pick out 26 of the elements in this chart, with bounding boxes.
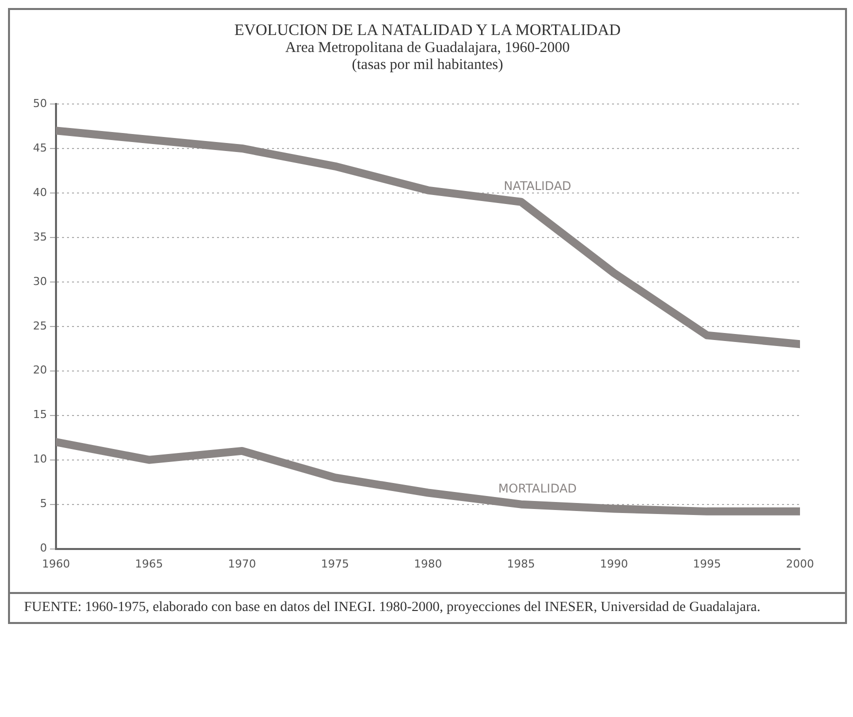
text: (tasas por mil habitantes) (350, 57, 504, 74)
x-tick-label: 1995 (693, 557, 721, 570)
y-tick-label: 35 (32, 230, 47, 244)
x-tick-label: 1980 (414, 557, 442, 570)
y-tick-label: 5 (40, 497, 47, 510)
chart-subtitle: Area Metropolitana de Guadalajara, 1960-2000 (284, 40, 571, 57)
y-tick-label: 25 (32, 319, 47, 332)
y-tick-label: 15 (32, 408, 47, 422)
x-tick-label: 1975 (321, 557, 349, 570)
y-tick-label: 50 (32, 96, 47, 110)
x-tick-label: 1990 (600, 557, 628, 570)
y-tick-label: 40 (32, 186, 47, 199)
x-tick-label: 1985 (507, 557, 535, 570)
series-label: MORTALIDAD (498, 481, 577, 496)
x-tick-label: 2000 (786, 557, 814, 570)
source-note: FUENTE: 1960-1975, elaborado con base en datos del INEGI. 1980-2000, proyecciones del INESER, Universidad de Guadalajara. (24, 600, 762, 616)
y-tick-label: 0 (40, 542, 47, 555)
x-tick-label: 1970 (228, 557, 256, 570)
x-tick-label: 1960 (42, 557, 70, 570)
y-tick-label: 20 (32, 364, 47, 377)
x-tick-label: 1965 (134, 557, 163, 570)
chart-title: EVOLUCION DE LA NATALIDAD Y LA MORTALIDAD (233, 22, 622, 40)
y-tick-label: 10 (32, 452, 47, 466)
y-tick-label: 45 (32, 141, 47, 154)
y-tick-label: 30 (32, 274, 47, 288)
series-label: NATALIDAD (504, 178, 572, 193)
